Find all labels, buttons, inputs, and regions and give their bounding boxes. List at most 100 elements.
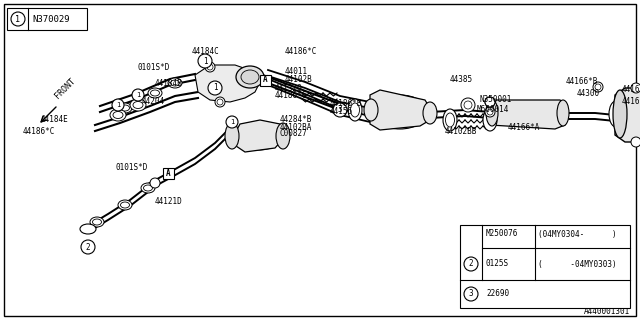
Text: 0101S*D: 0101S*D bbox=[138, 63, 170, 73]
Text: 44385: 44385 bbox=[450, 76, 473, 84]
Ellipse shape bbox=[90, 217, 104, 227]
Circle shape bbox=[464, 257, 478, 271]
Circle shape bbox=[205, 62, 215, 72]
Ellipse shape bbox=[443, 109, 457, 131]
Text: 1: 1 bbox=[136, 92, 140, 98]
Circle shape bbox=[485, 107, 495, 117]
Polygon shape bbox=[490, 100, 565, 129]
Circle shape bbox=[132, 89, 144, 101]
Ellipse shape bbox=[236, 66, 264, 88]
Text: C00827: C00827 bbox=[280, 130, 308, 139]
Text: 44186*C: 44186*C bbox=[275, 91, 307, 100]
Ellipse shape bbox=[483, 109, 497, 131]
Ellipse shape bbox=[233, 122, 283, 150]
Text: (      -04MY0303): ( -04MY0303) bbox=[538, 260, 616, 268]
Circle shape bbox=[485, 97, 495, 107]
Circle shape bbox=[487, 109, 493, 115]
Ellipse shape bbox=[120, 105, 129, 111]
Text: 44166*B: 44166*B bbox=[622, 98, 640, 107]
Circle shape bbox=[81, 240, 95, 254]
Ellipse shape bbox=[613, 90, 627, 138]
Circle shape bbox=[485, 97, 495, 107]
Bar bbox=[7, 8, 87, 30]
Circle shape bbox=[464, 287, 478, 301]
Circle shape bbox=[226, 116, 238, 128]
Ellipse shape bbox=[113, 111, 123, 118]
Circle shape bbox=[215, 97, 225, 107]
Ellipse shape bbox=[93, 219, 102, 225]
Text: A440001301: A440001301 bbox=[584, 308, 630, 316]
Text: 3: 3 bbox=[468, 290, 474, 299]
Text: 22690: 22690 bbox=[486, 290, 509, 299]
Polygon shape bbox=[195, 65, 260, 102]
Text: 3: 3 bbox=[338, 106, 342, 115]
Circle shape bbox=[198, 54, 212, 68]
Ellipse shape bbox=[486, 100, 498, 126]
Text: 44121D: 44121D bbox=[155, 197, 183, 206]
Circle shape bbox=[333, 103, 347, 117]
Text: 44102B: 44102B bbox=[285, 75, 313, 84]
Text: 44186*C: 44186*C bbox=[22, 127, 55, 137]
Ellipse shape bbox=[133, 101, 143, 108]
Text: M250076: M250076 bbox=[486, 229, 518, 238]
Text: 44132Q: 44132Q bbox=[275, 84, 303, 92]
Text: FRONT: FRONT bbox=[53, 76, 77, 100]
Text: 44186*B: 44186*B bbox=[330, 100, 362, 108]
Ellipse shape bbox=[170, 80, 179, 86]
Circle shape bbox=[595, 84, 601, 90]
Text: 44166*A: 44166*A bbox=[508, 123, 540, 132]
Bar bbox=[460, 225, 630, 308]
Text: 44186*C: 44186*C bbox=[285, 47, 317, 57]
Ellipse shape bbox=[143, 185, 152, 191]
Ellipse shape bbox=[423, 102, 437, 124]
Polygon shape bbox=[370, 90, 430, 130]
Ellipse shape bbox=[110, 109, 126, 121]
Text: N350001: N350001 bbox=[480, 95, 513, 105]
Circle shape bbox=[217, 99, 223, 105]
Text: 1: 1 bbox=[212, 84, 218, 92]
Text: 44300: 44300 bbox=[577, 90, 600, 99]
Ellipse shape bbox=[150, 90, 159, 96]
Polygon shape bbox=[615, 88, 640, 142]
Text: 44184C: 44184C bbox=[191, 47, 219, 57]
Ellipse shape bbox=[120, 202, 129, 208]
Text: 1: 1 bbox=[203, 57, 207, 66]
Ellipse shape bbox=[445, 113, 454, 127]
Text: 44011: 44011 bbox=[285, 68, 308, 76]
Circle shape bbox=[150, 178, 160, 188]
Circle shape bbox=[461, 98, 475, 112]
Circle shape bbox=[208, 81, 222, 95]
Ellipse shape bbox=[80, 224, 96, 234]
Ellipse shape bbox=[351, 103, 360, 117]
Ellipse shape bbox=[609, 101, 623, 127]
Circle shape bbox=[207, 64, 213, 70]
Ellipse shape bbox=[348, 99, 362, 121]
Ellipse shape bbox=[148, 88, 162, 98]
Text: 1: 1 bbox=[230, 119, 234, 125]
Text: 0101S*D: 0101S*D bbox=[116, 164, 148, 172]
Circle shape bbox=[631, 83, 640, 93]
Text: (04MY0304-      ): (04MY0304- ) bbox=[538, 229, 616, 238]
Text: 2: 2 bbox=[468, 260, 474, 268]
Circle shape bbox=[593, 82, 603, 92]
Circle shape bbox=[631, 137, 640, 147]
Text: 0125S: 0125S bbox=[486, 260, 509, 268]
Circle shape bbox=[464, 101, 472, 109]
Ellipse shape bbox=[372, 95, 428, 129]
Circle shape bbox=[112, 99, 124, 111]
Text: 44166*B: 44166*B bbox=[566, 77, 598, 86]
Ellipse shape bbox=[118, 103, 132, 113]
Ellipse shape bbox=[130, 99, 146, 111]
Text: A: A bbox=[262, 76, 268, 84]
Ellipse shape bbox=[168, 78, 182, 88]
Ellipse shape bbox=[364, 99, 378, 121]
Text: M660014: M660014 bbox=[477, 105, 509, 114]
Text: 2: 2 bbox=[86, 243, 90, 252]
Ellipse shape bbox=[225, 123, 239, 149]
Text: 1: 1 bbox=[15, 14, 20, 23]
Ellipse shape bbox=[557, 100, 569, 126]
Text: 44184E: 44184E bbox=[40, 116, 68, 124]
Ellipse shape bbox=[241, 70, 259, 84]
Text: 44156: 44156 bbox=[330, 108, 353, 116]
Polygon shape bbox=[230, 120, 285, 152]
